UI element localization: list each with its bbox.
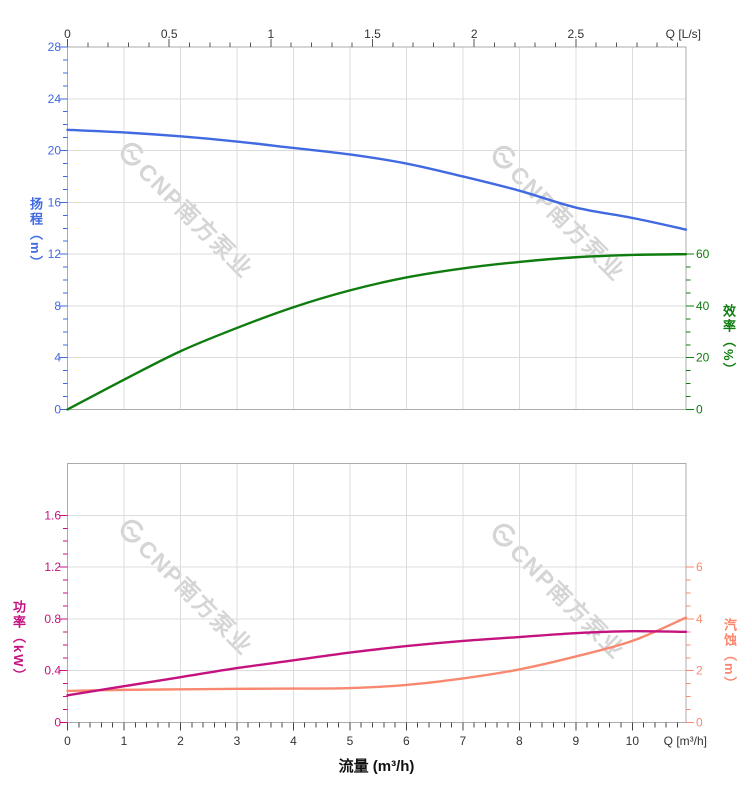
svg-text:0.8: 0.8: [44, 612, 61, 626]
svg-text:7: 7: [460, 734, 467, 748]
svg-text:1: 1: [121, 734, 128, 748]
svg-text:20: 20: [696, 351, 710, 365]
svg-text:1.2: 1.2: [44, 560, 61, 574]
svg-text:2: 2: [471, 27, 478, 41]
svg-text:24: 24: [48, 92, 62, 106]
svg-text:2: 2: [696, 664, 703, 678]
chart-canvas: 00.511.522.5Q [L/s]012345678910Q [m³/h]0…: [0, 0, 752, 797]
svg-text:4: 4: [696, 612, 703, 626]
svg-text:0.5: 0.5: [161, 27, 178, 41]
svg-text:4: 4: [54, 351, 61, 365]
svg-text:0: 0: [54, 403, 61, 417]
svg-text:12: 12: [48, 247, 62, 261]
svg-text:28: 28: [48, 40, 62, 54]
svg-text:1.5: 1.5: [364, 27, 381, 41]
svg-text:2: 2: [177, 734, 184, 748]
svg-text:0: 0: [54, 716, 61, 730]
svg-text:8: 8: [54, 299, 61, 313]
svg-text:0.4: 0.4: [44, 664, 61, 678]
svg-text:0: 0: [696, 403, 703, 417]
svg-text:16: 16: [48, 195, 62, 209]
svg-text:20: 20: [48, 144, 62, 158]
npsh-axis-title: 汽蚀（m）: [720, 618, 739, 692]
svg-text:10: 10: [626, 734, 640, 748]
svg-text:1: 1: [267, 27, 274, 41]
head-axis-title: 扬程（m）: [26, 197, 45, 271]
svg-text:8: 8: [516, 734, 523, 748]
svg-text:5: 5: [347, 734, 354, 748]
svg-text:4: 4: [290, 734, 297, 748]
svg-text:3: 3: [234, 734, 241, 748]
power-axis-title: 功率（kW）: [9, 600, 28, 684]
svg-text:60: 60: [696, 247, 710, 261]
svg-text:Q [m³/h]: Q [m³/h]: [664, 734, 707, 748]
svg-text:0: 0: [64, 734, 71, 748]
svg-text:2.5: 2.5: [568, 27, 585, 41]
svg-text:1.6: 1.6: [44, 508, 61, 522]
svg-text:40: 40: [696, 299, 710, 313]
pump-performance-chart: CNP南方泵业 CNP南方泵业 CNP南方泵业 CNP南方泵业 00.511.5…: [0, 0, 752, 797]
efficiency-axis-title: 效率（%）: [719, 304, 738, 378]
svg-text:6: 6: [403, 734, 410, 748]
svg-text:Q [L/s]: Q [L/s]: [666, 27, 701, 41]
svg-text:9: 9: [573, 734, 580, 748]
svg-text:0: 0: [696, 716, 703, 730]
svg-text:6: 6: [696, 560, 703, 574]
svg-text:0: 0: [64, 27, 71, 41]
flow-axis-title: 流量 (m³/h): [67, 755, 686, 776]
